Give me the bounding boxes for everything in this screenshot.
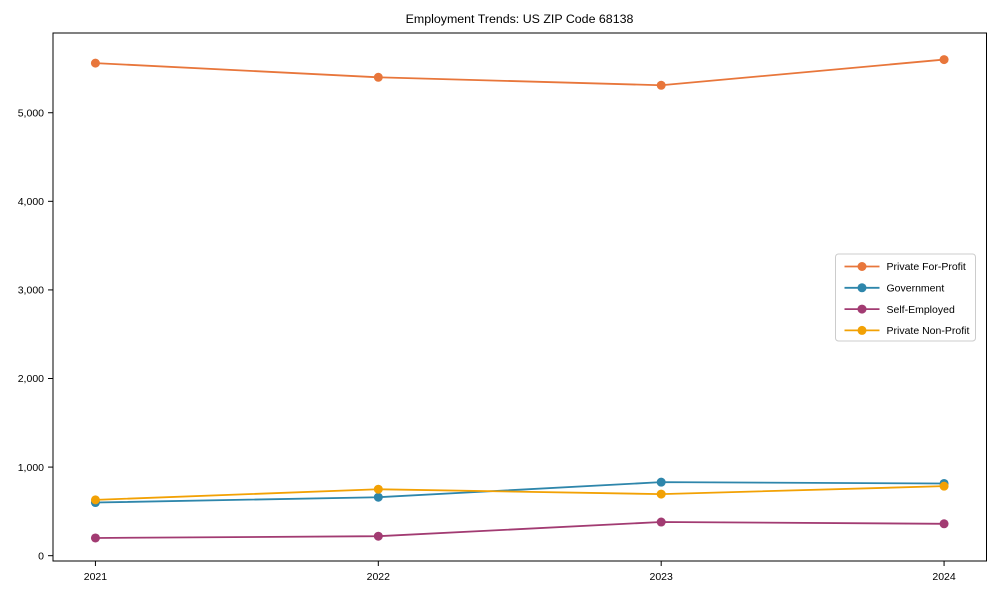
data-point-self-employed-2024	[939, 519, 949, 529]
series-line-private-non-profit	[95, 485, 945, 501]
x-tick-label: 2024	[932, 571, 956, 583]
legend-label-private-for-profit: Private For-Profit	[887, 261, 966, 273]
data-point-self-employed-2023	[656, 517, 666, 527]
y-tick-label: 2,000	[18, 373, 44, 385]
legend-box	[835, 253, 976, 342]
legend-label-self-employed: Self-Employed	[887, 304, 955, 316]
y-tick-label: 4,000	[18, 196, 44, 208]
x-tick-label: 2022	[367, 571, 391, 583]
data-point-private-non-profit-2023	[656, 489, 666, 499]
data-point-private-for-profit-2022	[373, 72, 383, 82]
data-point-private-non-profit-2024	[939, 481, 949, 491]
series-line-government	[95, 481, 945, 504]
data-point-private-non-profit-2021	[90, 495, 100, 505]
legend-marker-private-non-profit-icon	[857, 325, 867, 335]
data-point-government-2023	[656, 477, 666, 487]
series-line-private-for-profit	[95, 58, 945, 87]
axes-spines	[52, 32, 987, 562]
legend: Private For-Profit Government Self-Employe…	[835, 253, 976, 342]
chart-title: Employment Trends: US ZIP Code 68138	[406, 12, 634, 26]
data-point-private-for-profit-2023	[656, 80, 666, 90]
legend-marker-private-for-profit-icon	[857, 262, 867, 271]
y-tick-label: 5,000	[18, 107, 44, 119]
data-point-self-employed-2021	[90, 533, 100, 543]
series-line-self-employed	[95, 521, 945, 539]
x-tick-label: 2021	[84, 571, 108, 583]
data-point-private-non-profit-2022	[373, 484, 383, 494]
data-point-government-2022	[373, 492, 383, 502]
legend-marker-self-employed-icon	[857, 304, 867, 314]
y-tick-label: 0	[38, 550, 44, 562]
legend-label-government: Government	[887, 283, 945, 295]
legend-label-private-non-profit: Private Non-Profit	[887, 325, 970, 337]
legend-marker-government-icon	[857, 283, 867, 293]
y-tick-label: 1,000	[18, 462, 44, 474]
x-tick-label: 2023	[650, 571, 674, 583]
data-point-self-employed-2022	[373, 531, 383, 541]
plot-area: 0 1,000 2,000 3,000 4,000 5,000 2021 2022 2023 20…	[18, 32, 987, 583]
y-tick-label: 3,000	[18, 285, 44, 297]
data-point-private-for-profit-2021	[90, 58, 100, 68]
data-point-private-for-profit-2024	[939, 55, 949, 65]
